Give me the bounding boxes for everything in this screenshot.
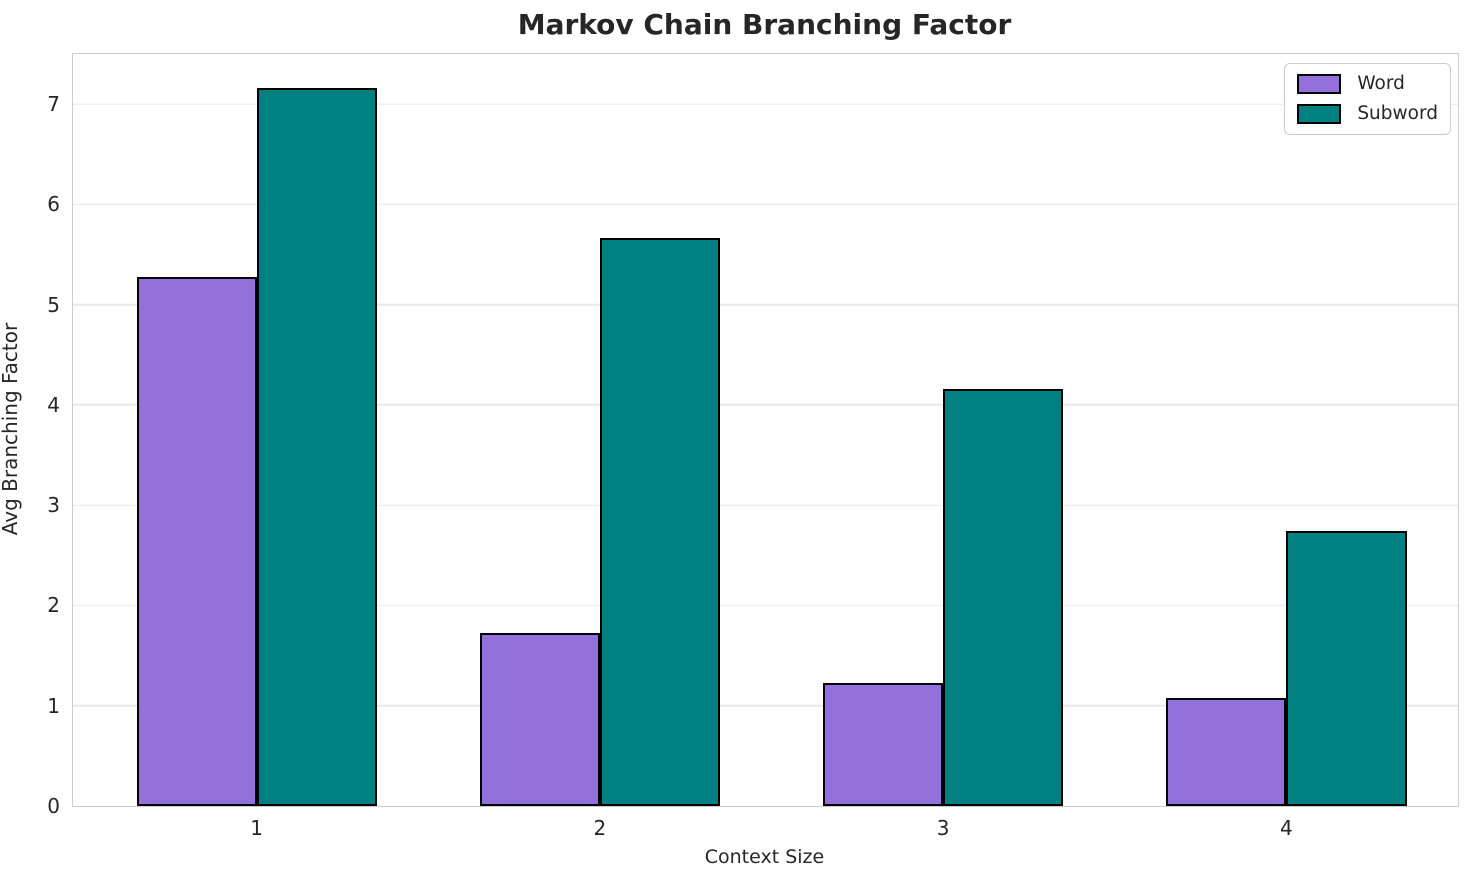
y-tick-label: 7 [47, 92, 60, 117]
y-tick-label: 1 [47, 693, 60, 718]
y-axis-label: Avg Branching Factor [0, 322, 22, 536]
x-tick-label: 2 [593, 816, 607, 840]
x-tick-label: 4 [1280, 816, 1293, 840]
bar-word-ctx3 [822, 682, 944, 806]
gridline [73, 203, 1458, 206]
bars-layer [73, 54, 1458, 806]
x-tick-label: 1 [250, 816, 263, 840]
gridline [73, 303, 1458, 306]
gridline [73, 604, 1458, 607]
y-tick-label: 4 [47, 392, 60, 417]
legend-swatch-subword [1297, 104, 1342, 125]
legend: Word Subword [1284, 63, 1451, 136]
y-tick-label: 3 [47, 493, 60, 518]
chart-title: Markov Chain Branching Factor [517, 8, 1012, 41]
legend-item-word: Word [1297, 73, 1438, 95]
x-axis-label: Context Size [704, 846, 825, 868]
plot-area: 0 1 2 3 4 5 6 7 1 2 3 4 Word Subword [47, 53, 1459, 838]
bar-subword-ctx2 [599, 237, 720, 806]
legend-item-subword: Subword [1297, 103, 1438, 125]
y-tick-label: 0 [47, 794, 60, 818]
grid-layer [73, 54, 1458, 806]
y-tick-labels: 0 1 2 3 4 5 6 7 [47, 54, 1458, 816]
x-tick-labels: 1 2 3 4 [73, 54, 1458, 838]
bar-word-ctx1 [136, 276, 257, 806]
y-tick-label: 2 [47, 593, 60, 618]
y-tick-label: 5 [47, 292, 60, 317]
x-tick-label: 3 [936, 816, 950, 840]
bar-subword-ctx3 [943, 388, 1064, 806]
gridline [73, 504, 1458, 506]
bar-subword-ctx1 [256, 88, 377, 806]
legend-label: Subword [1357, 103, 1438, 125]
gridline [73, 704, 1458, 707]
legend-label: Word [1357, 73, 1405, 94]
y-tick-label: 6 [47, 192, 60, 217]
legend-swatch-word [1297, 74, 1342, 95]
gridline [73, 103, 1458, 105]
bar-word-ctx2 [479, 632, 600, 806]
bar-word-ctx4 [1166, 697, 1287, 806]
gridline [73, 404, 1458, 406]
bar-subword-ctx4 [1286, 531, 1407, 806]
